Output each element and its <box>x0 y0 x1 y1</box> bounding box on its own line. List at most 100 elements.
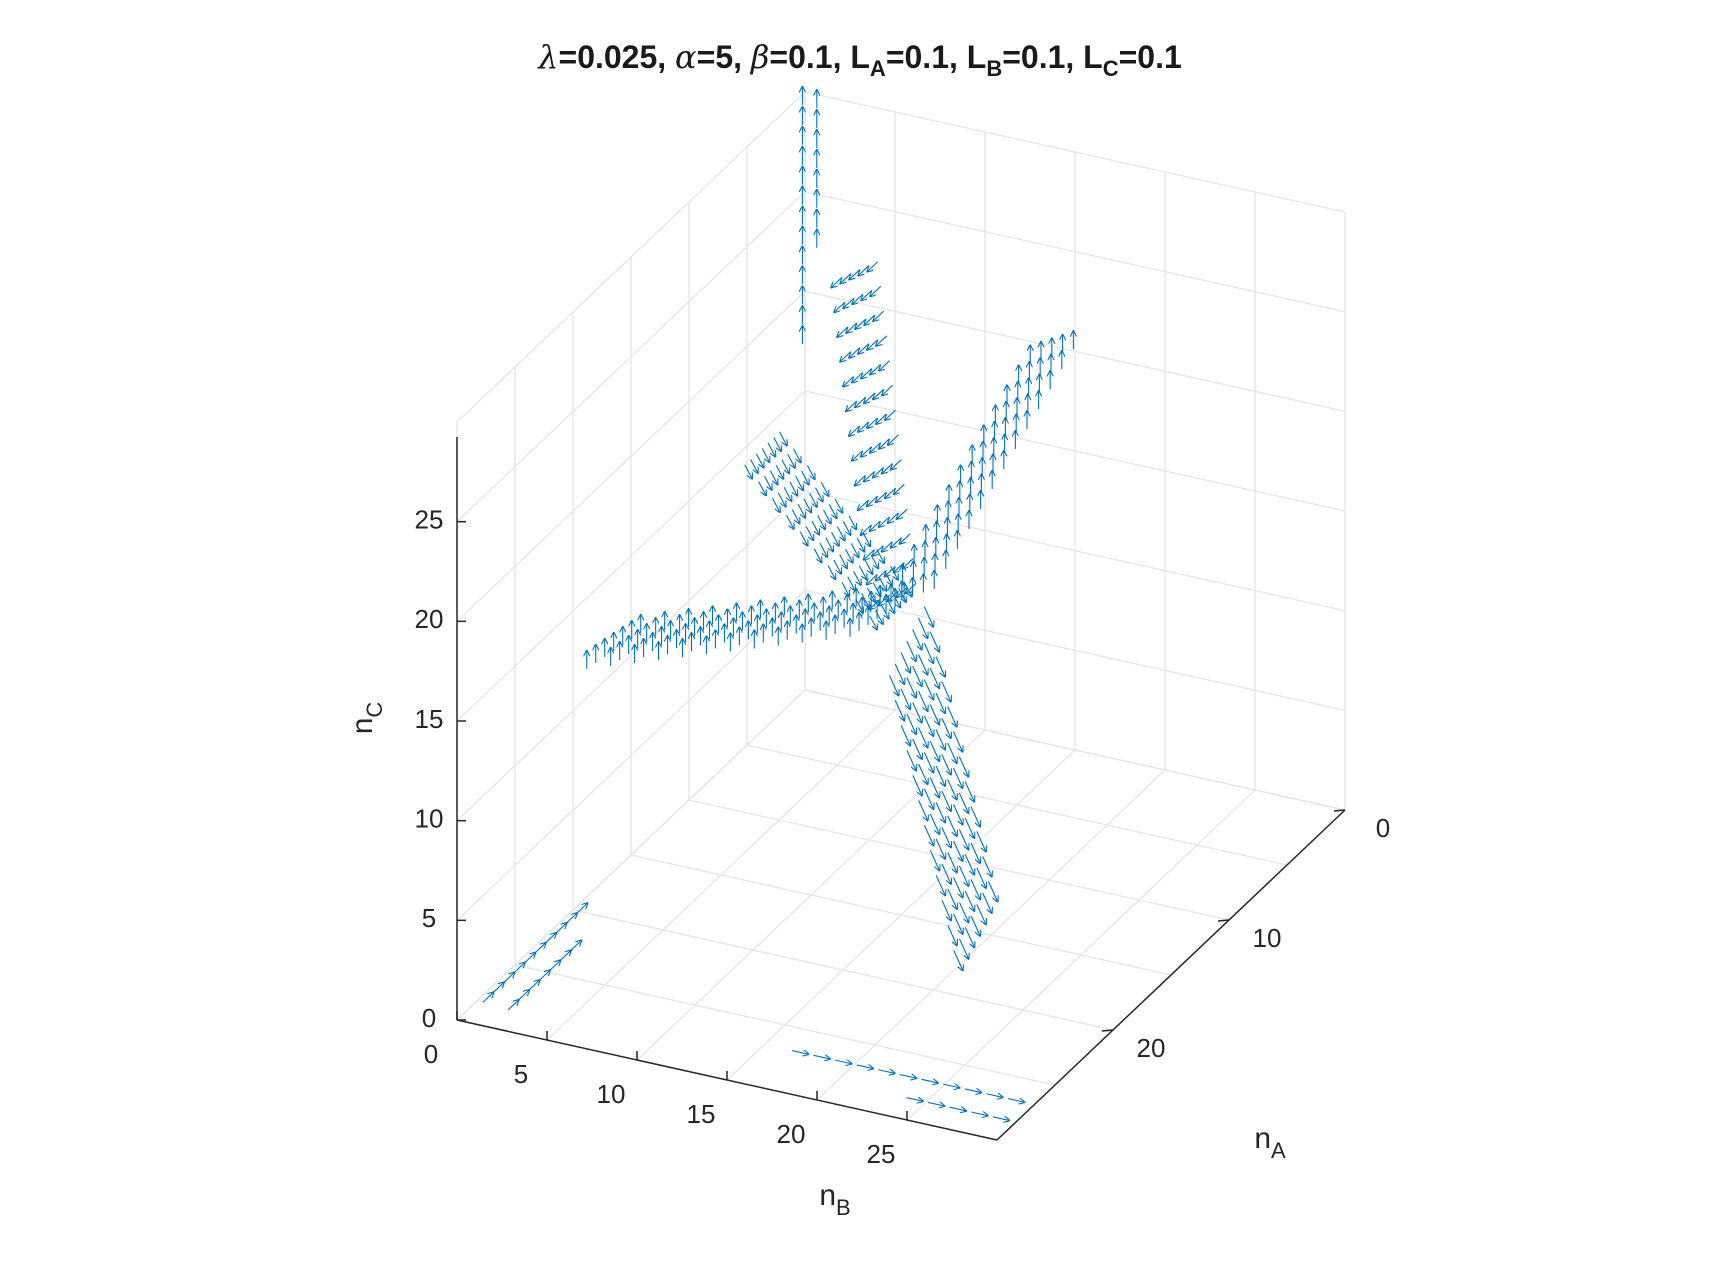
arrow <box>912 702 922 722</box>
arrow <box>888 434 899 445</box>
arrow <box>750 459 758 473</box>
arrow <box>783 487 791 501</box>
arrow <box>864 559 872 574</box>
arrow <box>935 656 945 677</box>
arrow <box>518 990 529 1001</box>
y-tick-label: 25 <box>867 1139 896 1169</box>
x-tick <box>1217 919 1230 922</box>
arrow <box>903 558 914 569</box>
arrow <box>953 877 963 897</box>
arrow <box>897 508 908 519</box>
x-tick <box>1333 809 1346 812</box>
arrow <box>886 598 894 613</box>
title-part: =0.025, <box>558 39 676 75</box>
arrow <box>912 665 922 686</box>
arrow <box>935 692 945 713</box>
arrow <box>941 863 951 884</box>
grid-line <box>456 390 806 722</box>
z-tick-label: 25 <box>415 505 444 535</box>
arrow <box>986 1094 1002 1098</box>
arrow <box>947 779 957 799</box>
x-axis-label: nA <box>1254 1122 1286 1163</box>
arrow <box>870 364 881 375</box>
arrow <box>779 431 787 446</box>
arrow <box>870 285 882 296</box>
arrow <box>929 740 939 761</box>
axis-labels: nB nA nC <box>346 702 1286 1220</box>
arrow <box>964 1089 981 1093</box>
x-tick-label: 20 <box>1137 1033 1166 1063</box>
grid-line <box>456 490 806 822</box>
arrow <box>1007 1099 1024 1103</box>
arrow <box>853 570 861 585</box>
arrow <box>935 802 945 822</box>
arrow <box>970 806 980 826</box>
arrow <box>820 481 828 496</box>
arrow <box>923 606 933 627</box>
arrow-field <box>482 87 1073 1121</box>
arrow <box>885 409 896 420</box>
arrow <box>482 992 493 1003</box>
arrow <box>891 459 902 470</box>
arrow <box>828 504 836 518</box>
arrow <box>923 642 933 663</box>
grid-line <box>726 749 1076 1081</box>
title-part: =0.1, L <box>769 39 870 75</box>
arrow <box>831 277 843 288</box>
arrow <box>958 792 968 813</box>
arrow <box>964 817 974 838</box>
arrow <box>795 476 803 490</box>
z-tick-label: 20 <box>415 604 444 634</box>
arrow <box>869 615 877 630</box>
arrow <box>964 927 974 947</box>
arrow <box>894 663 904 684</box>
arrow <box>953 950 963 970</box>
title-part: λ <box>538 38 559 76</box>
arrow <box>941 790 951 811</box>
arrow <box>923 715 933 736</box>
arrow <box>566 913 577 924</box>
arrow <box>841 581 849 596</box>
arrow <box>884 571 892 585</box>
arrow <box>785 514 793 529</box>
title-part: C <box>1102 56 1119 81</box>
arrow <box>873 388 884 399</box>
arrow <box>992 1117 1009 1121</box>
grid-line <box>456 191 806 523</box>
grid-line <box>546 709 896 1041</box>
arrow <box>528 980 539 991</box>
arrow <box>923 752 933 772</box>
title-part: =0.1, L <box>1002 39 1103 75</box>
arrow <box>861 524 872 535</box>
arrow <box>958 902 968 922</box>
arrow <box>555 923 566 934</box>
arrow <box>918 763 928 784</box>
arrow <box>987 881 997 901</box>
arrow <box>917 617 927 638</box>
arrow <box>875 609 883 624</box>
arrow <box>867 261 879 272</box>
arrow <box>929 850 939 870</box>
grid-line <box>804 290 1346 412</box>
arrow <box>867 574 878 584</box>
arrow <box>958 756 968 776</box>
arrow <box>935 838 945 859</box>
arrow <box>813 1055 830 1059</box>
y-axis-label: nB <box>819 1179 850 1220</box>
arrow <box>885 487 896 498</box>
arrow <box>878 1070 894 1074</box>
arrow <box>918 727 928 747</box>
arrow <box>918 690 928 711</box>
arrow <box>758 481 766 496</box>
arrow <box>840 351 852 362</box>
arrow <box>953 913 963 934</box>
arrow <box>836 526 844 541</box>
arrow <box>929 813 939 834</box>
arrow <box>917 654 927 674</box>
arrow <box>513 963 524 973</box>
arrow <box>867 339 879 350</box>
arrow <box>805 526 813 540</box>
arrow <box>849 347 861 358</box>
